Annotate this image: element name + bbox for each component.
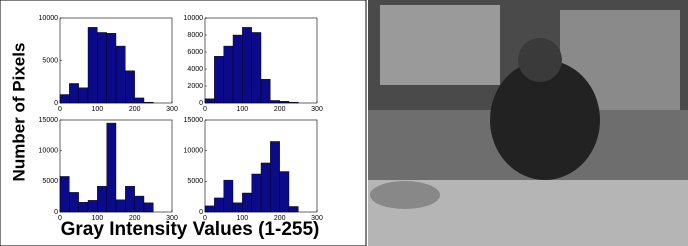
x-tick-label: 100 — [236, 106, 248, 113]
x-tick-label: 100 — [91, 215, 103, 222]
bar — [107, 33, 116, 103]
bar — [97, 32, 106, 103]
bar — [79, 88, 88, 103]
bar — [97, 186, 106, 212]
bar — [214, 56, 223, 103]
bar — [125, 71, 134, 103]
y-tick-label: 15000 — [39, 117, 59, 124]
y-tick-label: 10000 — [184, 148, 204, 155]
bar — [79, 202, 88, 212]
bar — [107, 123, 116, 212]
bar — [60, 176, 69, 212]
x-tick-label: 0 — [58, 106, 62, 113]
bar — [205, 99, 214, 103]
bar — [289, 206, 298, 212]
photo — [368, 0, 688, 246]
bar — [233, 203, 242, 212]
x-tick-label: 200 — [129, 215, 141, 222]
y-tick-label: 10000 — [184, 15, 204, 22]
bar — [242, 27, 251, 103]
bar — [252, 32, 261, 103]
x-tick-label: 0 — [203, 215, 207, 222]
page: Number of Pixels Gray Intensity Values (… — [0, 0, 688, 246]
bar — [135, 196, 144, 212]
x-axis-label: Gray Intensity Values (1-255) — [61, 219, 320, 240]
bar — [224, 180, 233, 212]
bar — [252, 174, 261, 212]
bar — [270, 141, 279, 212]
x-tick-label: 200 — [129, 106, 141, 113]
bar — [214, 198, 223, 212]
x-tick-label: 100 — [91, 106, 103, 113]
x-tick-label: 300 — [166, 215, 178, 222]
bar — [116, 200, 125, 212]
y-tick-label: 5000 — [187, 178, 203, 185]
y-tick-label: 6000 — [187, 49, 203, 56]
bar — [261, 79, 270, 103]
bar — [88, 27, 97, 103]
y-tick-label: 15000 — [184, 117, 204, 124]
bar — [125, 186, 134, 212]
x-tick-label: 100 — [236, 215, 248, 222]
bar — [280, 172, 289, 212]
y-axis-label: Number of Pixels — [9, 43, 28, 182]
x-tick-label: 300 — [166, 106, 178, 113]
bar — [69, 192, 78, 212]
y-tick-label: 4000 — [187, 66, 203, 73]
y-tick-label: 8000 — [187, 32, 203, 39]
figure: Number of Pixels Gray Intensity Values (… — [0, 0, 688, 246]
bar — [88, 200, 97, 212]
x-tick-label: 0 — [58, 215, 62, 222]
y-tick-label: 10000 — [39, 15, 59, 22]
bar — [224, 46, 233, 103]
bar — [116, 46, 125, 103]
x-tick-label: 300 — [311, 106, 323, 113]
y-tick-label: 5000 — [42, 178, 58, 185]
bar — [60, 95, 69, 104]
x-tick-label: 300 — [311, 215, 323, 222]
bar — [144, 203, 153, 212]
bar — [270, 100, 279, 103]
bar — [135, 98, 144, 103]
x-tick-label: 0 — [203, 106, 207, 113]
bar — [261, 163, 270, 212]
y-tick-label: 2000 — [187, 83, 203, 90]
bar — [233, 35, 242, 103]
x-tick-label: 200 — [274, 106, 286, 113]
x-tick-label: 200 — [274, 215, 286, 222]
bar — [242, 193, 251, 212]
y-tick-label: 5000 — [42, 57, 58, 64]
bar — [69, 83, 78, 103]
y-tick-label: 10000 — [39, 148, 59, 155]
bar — [205, 206, 214, 212]
